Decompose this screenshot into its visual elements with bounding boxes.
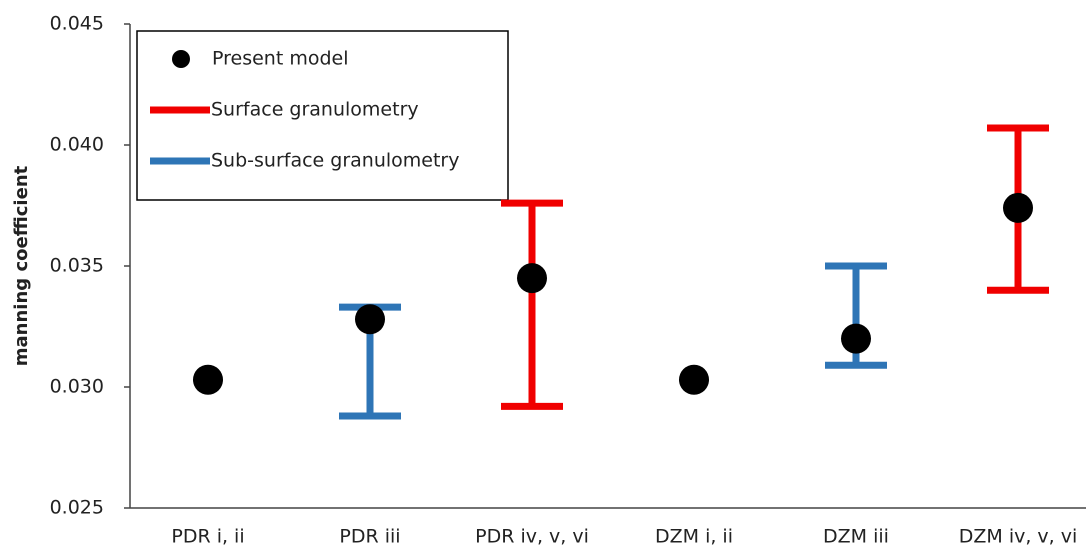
point <box>1003 192 1033 223</box>
y-axis-label: manning coefficient <box>11 165 32 366</box>
y-tick-label: 0.035 <box>50 255 104 277</box>
legend-marker <box>172 50 190 68</box>
x-tick-label: DZM i, ii <box>655 526 733 548</box>
legend-label: Sub-surface granulometry <box>211 150 459 172</box>
x-tick-label: DZM iii <box>823 526 889 548</box>
point <box>679 364 709 395</box>
x-tick-label: PDR i, ii <box>171 526 244 548</box>
y-tick-label: 0.030 <box>50 376 104 398</box>
point <box>355 304 385 335</box>
point <box>517 263 547 294</box>
x-tick-label: PDR iii <box>339 526 400 548</box>
error-bar <box>501 199 563 410</box>
point <box>841 323 871 354</box>
point <box>193 364 223 395</box>
x-tick-label: DZM iv, v, vi <box>959 526 1078 548</box>
y-tick-label: 0.025 <box>50 497 104 519</box>
legend-label: Present model <box>212 48 349 70</box>
legend-label: Surface granulometry <box>211 99 419 121</box>
y-tick-label: 0.045 <box>50 13 104 35</box>
x-tick-label: PDR iv, v, vi <box>475 526 589 548</box>
y-tick-label: 0.040 <box>50 134 104 156</box>
legend <box>136 30 509 201</box>
